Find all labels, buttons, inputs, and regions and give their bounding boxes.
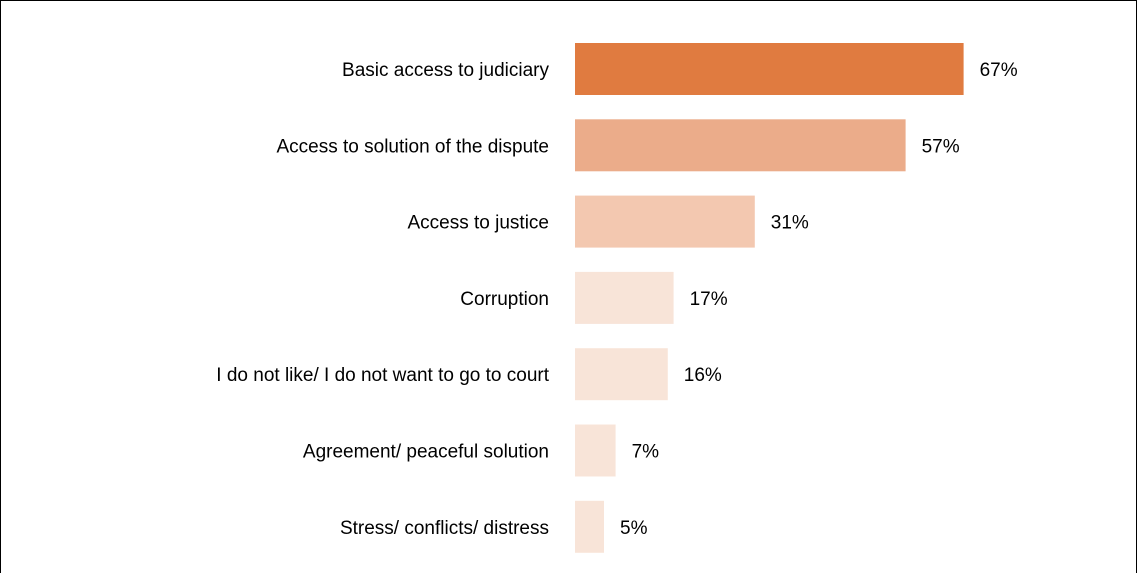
category-label-6: Stress/ conflicts/ distress bbox=[340, 518, 549, 539]
category-label-4: I do not like/ I do not want to go to co… bbox=[216, 365, 549, 386]
value-label-6: 5% bbox=[620, 518, 648, 539]
bar-6 bbox=[575, 500, 604, 553]
category-label-1: Access to solution of the dispute bbox=[277, 136, 550, 157]
value-label-5: 7% bbox=[632, 442, 660, 463]
category-label-0: Basic access to judiciary bbox=[342, 60, 549, 81]
bar-1 bbox=[575, 119, 906, 172]
category-label-5: Agreement/ peaceful solution bbox=[303, 442, 549, 463]
bar-4 bbox=[575, 348, 668, 401]
bar-5 bbox=[575, 424, 616, 477]
value-label-2: 31% bbox=[771, 213, 809, 234]
category-label-2: Access to justice bbox=[408, 213, 550, 234]
value-label-4: 16% bbox=[684, 365, 722, 386]
value-label-1: 57% bbox=[922, 136, 960, 157]
value-label-3: 17% bbox=[690, 289, 728, 310]
category-label-3: Corruption bbox=[460, 289, 549, 310]
bar-0 bbox=[575, 43, 964, 95]
bar-2 bbox=[575, 195, 755, 248]
bar-3 bbox=[575, 271, 674, 324]
value-label-0: 67% bbox=[980, 60, 1018, 81]
